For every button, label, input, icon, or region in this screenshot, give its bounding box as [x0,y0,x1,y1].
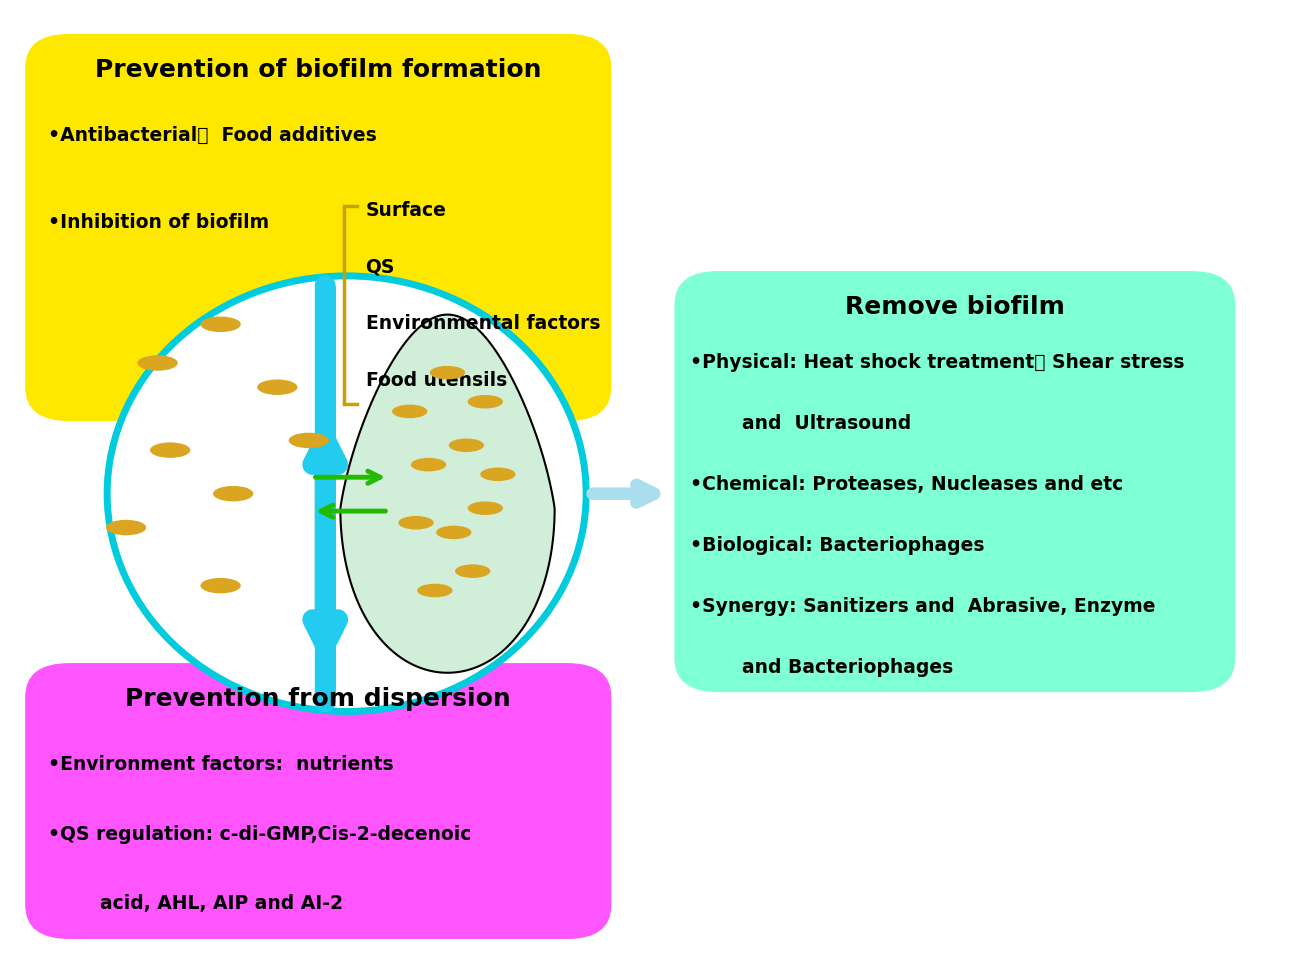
Ellipse shape [138,355,178,371]
Ellipse shape [392,405,427,418]
Ellipse shape [481,468,516,481]
Ellipse shape [417,584,452,597]
Ellipse shape [288,433,329,448]
Text: •Antibacterial：  Food additives: •Antibacterial： Food additives [48,126,377,145]
Ellipse shape [200,578,240,593]
Text: •Inhibition of biofilm: •Inhibition of biofilm [48,213,269,232]
Polygon shape [340,315,555,673]
Ellipse shape [430,366,465,379]
Text: •Chemical: Proteases, Nucleases and etc: •Chemical: Proteases, Nucleases and etc [690,475,1122,495]
Text: acid, AHL, AIP and AI-2: acid, AHL, AIP and AI-2 [48,894,343,914]
FancyBboxPatch shape [25,663,612,939]
Ellipse shape [200,317,240,332]
Text: •Synergy: Sanitizers and  Abrasive, Enzyme: •Synergy: Sanitizers and Abrasive, Enzym… [690,597,1155,617]
Ellipse shape [399,516,434,529]
Text: Surface: Surface [365,201,447,221]
Ellipse shape [468,501,503,515]
Text: Environmental factors: Environmental factors [365,315,600,333]
Ellipse shape [107,276,586,711]
Text: •QS regulation: c-di-GMP,Cis-2-decenoic: •QS regulation: c-di-GMP,Cis-2-decenoic [48,825,472,844]
Ellipse shape [436,526,472,539]
Text: •Environment factors:  nutrients: •Environment factors: nutrients [48,755,394,774]
Text: QS: QS [365,257,395,277]
Text: •Physical: Heat shock treatment、 Shear stress: •Physical: Heat shock treatment、 Shear s… [690,353,1183,373]
Text: Prevention of biofilm formation: Prevention of biofilm formation [95,58,542,82]
Ellipse shape [149,442,191,458]
Text: Prevention from dispersion: Prevention from dispersion [126,687,512,711]
Ellipse shape [468,395,503,408]
Ellipse shape [448,439,485,452]
Ellipse shape [257,379,297,395]
Text: Remove biofilm: Remove biofilm [844,295,1065,319]
Ellipse shape [455,564,490,578]
Text: and  Ultrasound: and Ultrasound [690,414,911,434]
FancyBboxPatch shape [25,34,612,421]
Ellipse shape [213,486,253,501]
Ellipse shape [410,458,447,471]
Text: Food utensils: Food utensils [365,371,507,389]
Text: and Bacteriophages: and Bacteriophages [690,658,952,678]
Text: •Biological: Bacteriophages: •Biological: Bacteriophages [690,536,985,556]
Ellipse shape [107,520,147,535]
FancyBboxPatch shape [674,271,1235,692]
